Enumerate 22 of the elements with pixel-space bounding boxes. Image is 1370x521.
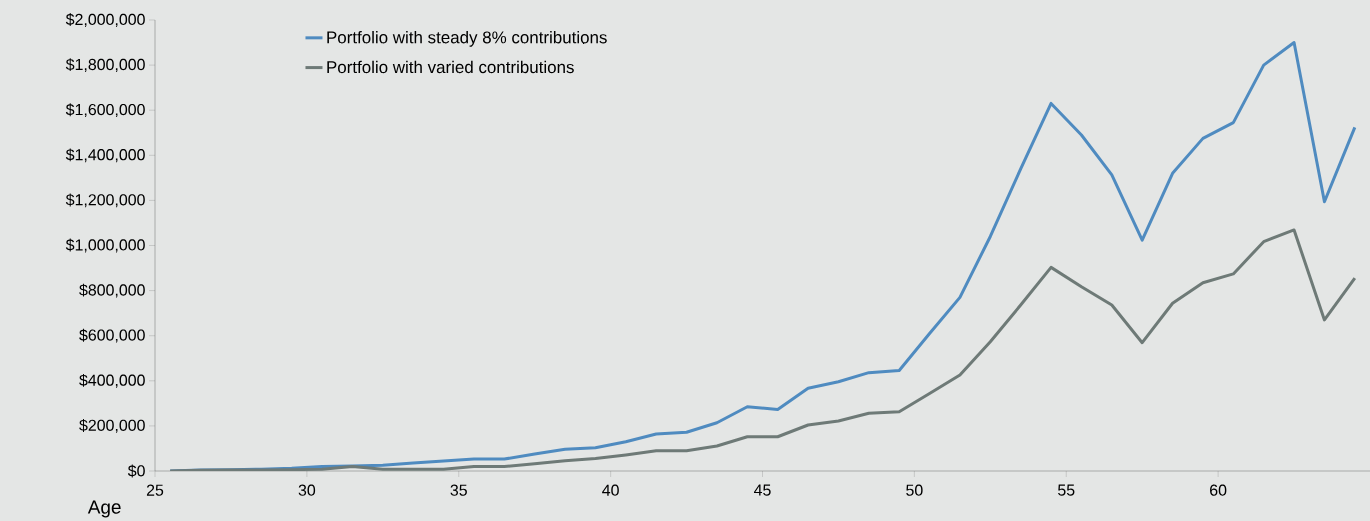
x-axis-title: Age xyxy=(87,500,121,518)
y-tick-label: $1,200,000 xyxy=(65,193,145,208)
y-tick-label: $1,600,000 xyxy=(65,103,145,118)
y-tick-label: $200,000 xyxy=(79,418,145,433)
y-tick-label: $1,400,000 xyxy=(65,148,145,163)
y-tick-label: $800,000 xyxy=(79,283,145,298)
y-tick-label: $1,800,000 xyxy=(65,58,145,73)
x-tick-label: 35 xyxy=(450,484,467,496)
x-tick-label: 50 xyxy=(906,484,923,496)
x-tick-label: 40 xyxy=(602,484,619,496)
x-tick-label: 60 xyxy=(1210,484,1227,496)
x-tick-label: 45 xyxy=(753,484,771,496)
x-tick-label: 25 xyxy=(146,484,164,496)
legend-label: Portfolio with varied contributions xyxy=(327,60,574,74)
x-tick-label: 55 xyxy=(1058,484,1075,496)
y-tick-label: $600,000 xyxy=(79,328,145,343)
y-tick-label: $1,000,000 xyxy=(65,238,145,253)
y-tick-label: $0 xyxy=(127,464,145,478)
y-tick-label: $2,000,000 xyxy=(65,13,145,27)
x-tick-label: 30 xyxy=(298,484,316,496)
legend-label: Portfolio with steady 8% contributions xyxy=(327,30,607,47)
y-tick-label: $400,000 xyxy=(79,373,145,388)
